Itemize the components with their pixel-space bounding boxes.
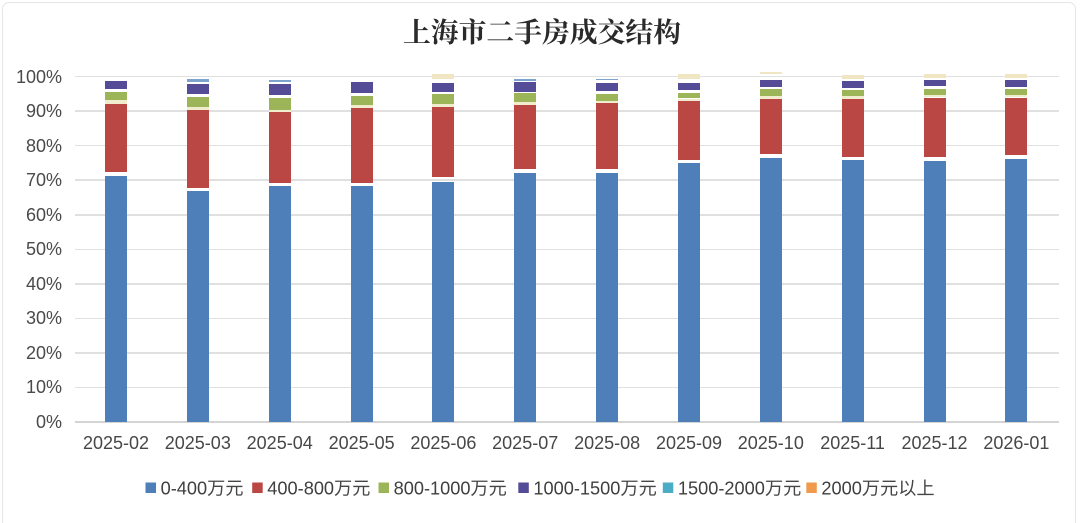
svg-text:1500-2000: 1500-2000 <box>678 479 765 499</box>
svg-text:2000: 2000 <box>821 479 861 499</box>
svg-text:400-800: 400-800 <box>267 479 334 499</box>
svg-text:0-400: 0-400 <box>161 479 208 499</box>
svg-text:800-1000: 800-1000 <box>394 479 471 499</box>
svg-text:1000-1500: 1000-1500 <box>533 479 620 499</box>
